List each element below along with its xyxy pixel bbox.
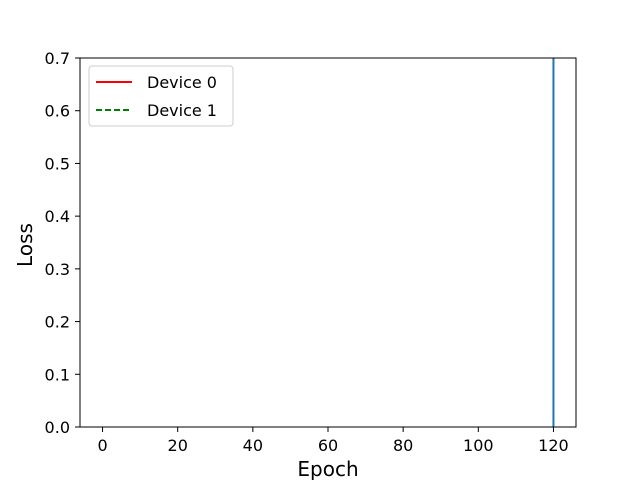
legend: Device 0 Device 1: [88, 65, 234, 127]
y-axis-label: Loss: [13, 223, 37, 267]
x-tick-label: 0: [97, 436, 107, 455]
y-axis-ticks: 0.0 0.1 0.2 0.3 0.4 0.5 0.6 0.7: [45, 49, 80, 437]
x-tick-label: 40: [243, 436, 263, 455]
legend-label: Device 1: [147, 101, 217, 120]
y-tick-label: 0.3: [45, 260, 70, 279]
y-tick-label: 0.6: [45, 102, 70, 121]
legend-label: Device 0: [147, 73, 217, 92]
y-tick-label: 0.1: [45, 365, 70, 384]
y-tick-label: 0.4: [45, 207, 70, 226]
x-tick-label: 80: [393, 436, 413, 455]
x-tick-label: 120: [538, 436, 569, 455]
y-tick-label: 0.5: [45, 154, 70, 173]
y-tick-label: 0.2: [45, 313, 70, 332]
x-axis-label: Epoch: [297, 457, 358, 480]
y-tick-label: 0.0: [45, 418, 70, 437]
y-tick-label: 0.7: [45, 49, 70, 68]
x-axis-ticks: 0 20 40 60 80 100 120: [97, 427, 569, 455]
x-tick-label: 60: [318, 436, 338, 455]
x-tick-label: 20: [168, 436, 188, 455]
x-tick-label: 100: [463, 436, 494, 455]
legend-entries: Device 0 Device 1: [96, 73, 217, 120]
